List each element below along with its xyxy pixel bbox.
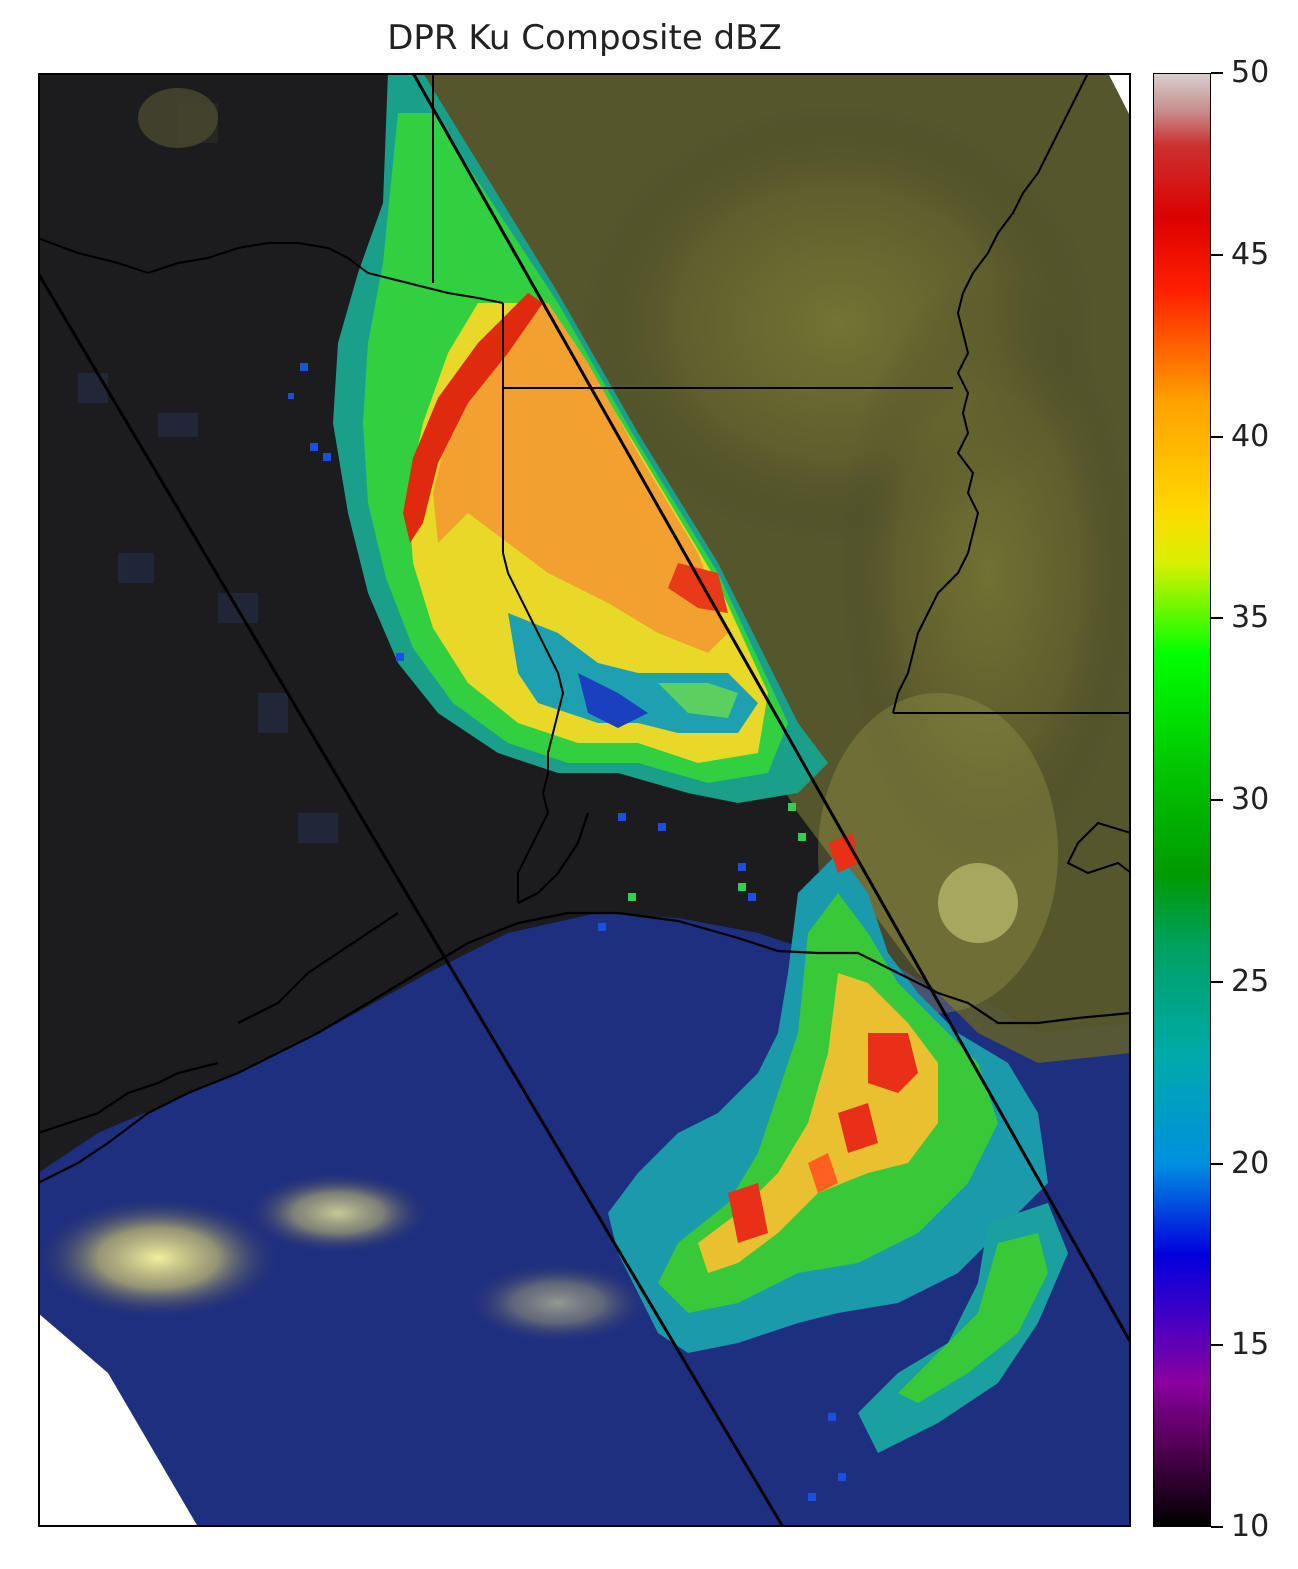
map-title: DPR Ku Composite dBZ bbox=[387, 18, 782, 58]
colorbar-tick-label: 45 bbox=[1231, 236, 1270, 272]
colorbar-ticks: 10 15 20 25 30 35 40 45 50 bbox=[1211, 55, 1291, 1544]
colorbar-tick-label: 15 bbox=[1231, 1327, 1270, 1363]
cloud-glow-sw bbox=[38, 1198, 278, 1318]
colorbar-tick-mark bbox=[1211, 1344, 1223, 1347]
eyewall-red-band bbox=[403, 293, 543, 543]
colorbar-tick-label: 50 bbox=[1231, 55, 1270, 90]
colorbar-tick-label: 10 bbox=[1231, 1509, 1270, 1544]
colorbar-tick-mark bbox=[1211, 617, 1223, 620]
map-frame-border bbox=[38, 73, 1131, 1527]
colorbar-tick-label: 40 bbox=[1231, 418, 1270, 454]
state-borders bbox=[38, 73, 1131, 903]
colorbar bbox=[1152, 72, 1212, 1528]
radar-map bbox=[38, 73, 1131, 1527]
colorbar-tick-label: 35 bbox=[1231, 600, 1270, 636]
colorbar-tick-label: 25 bbox=[1231, 963, 1270, 999]
hurricane-rainband-orange bbox=[433, 303, 728, 653]
colorbar-tick-label: 30 bbox=[1231, 782, 1270, 817]
coastline bbox=[38, 812, 1131, 1184]
colorbar-tick-mark bbox=[1211, 1526, 1223, 1528]
colorbar-tick-mark bbox=[1211, 980, 1223, 983]
eyewall-red-band-2 bbox=[668, 563, 728, 613]
colorbar-tick-mark bbox=[1211, 435, 1223, 438]
colorbar-tick-mark bbox=[1211, 253, 1223, 256]
colorbar-tick-mark bbox=[1211, 1162, 1223, 1165]
colorbar-tick-mark bbox=[1211, 799, 1223, 801]
swath-edges bbox=[38, 73, 1131, 1527]
nodata-sw bbox=[38, 1313, 198, 1527]
scattered-echoes bbox=[288, 363, 846, 1501]
colorbar-tick-label: 20 bbox=[1231, 1145, 1270, 1181]
colorbar-tick-mark bbox=[1211, 72, 1223, 74]
